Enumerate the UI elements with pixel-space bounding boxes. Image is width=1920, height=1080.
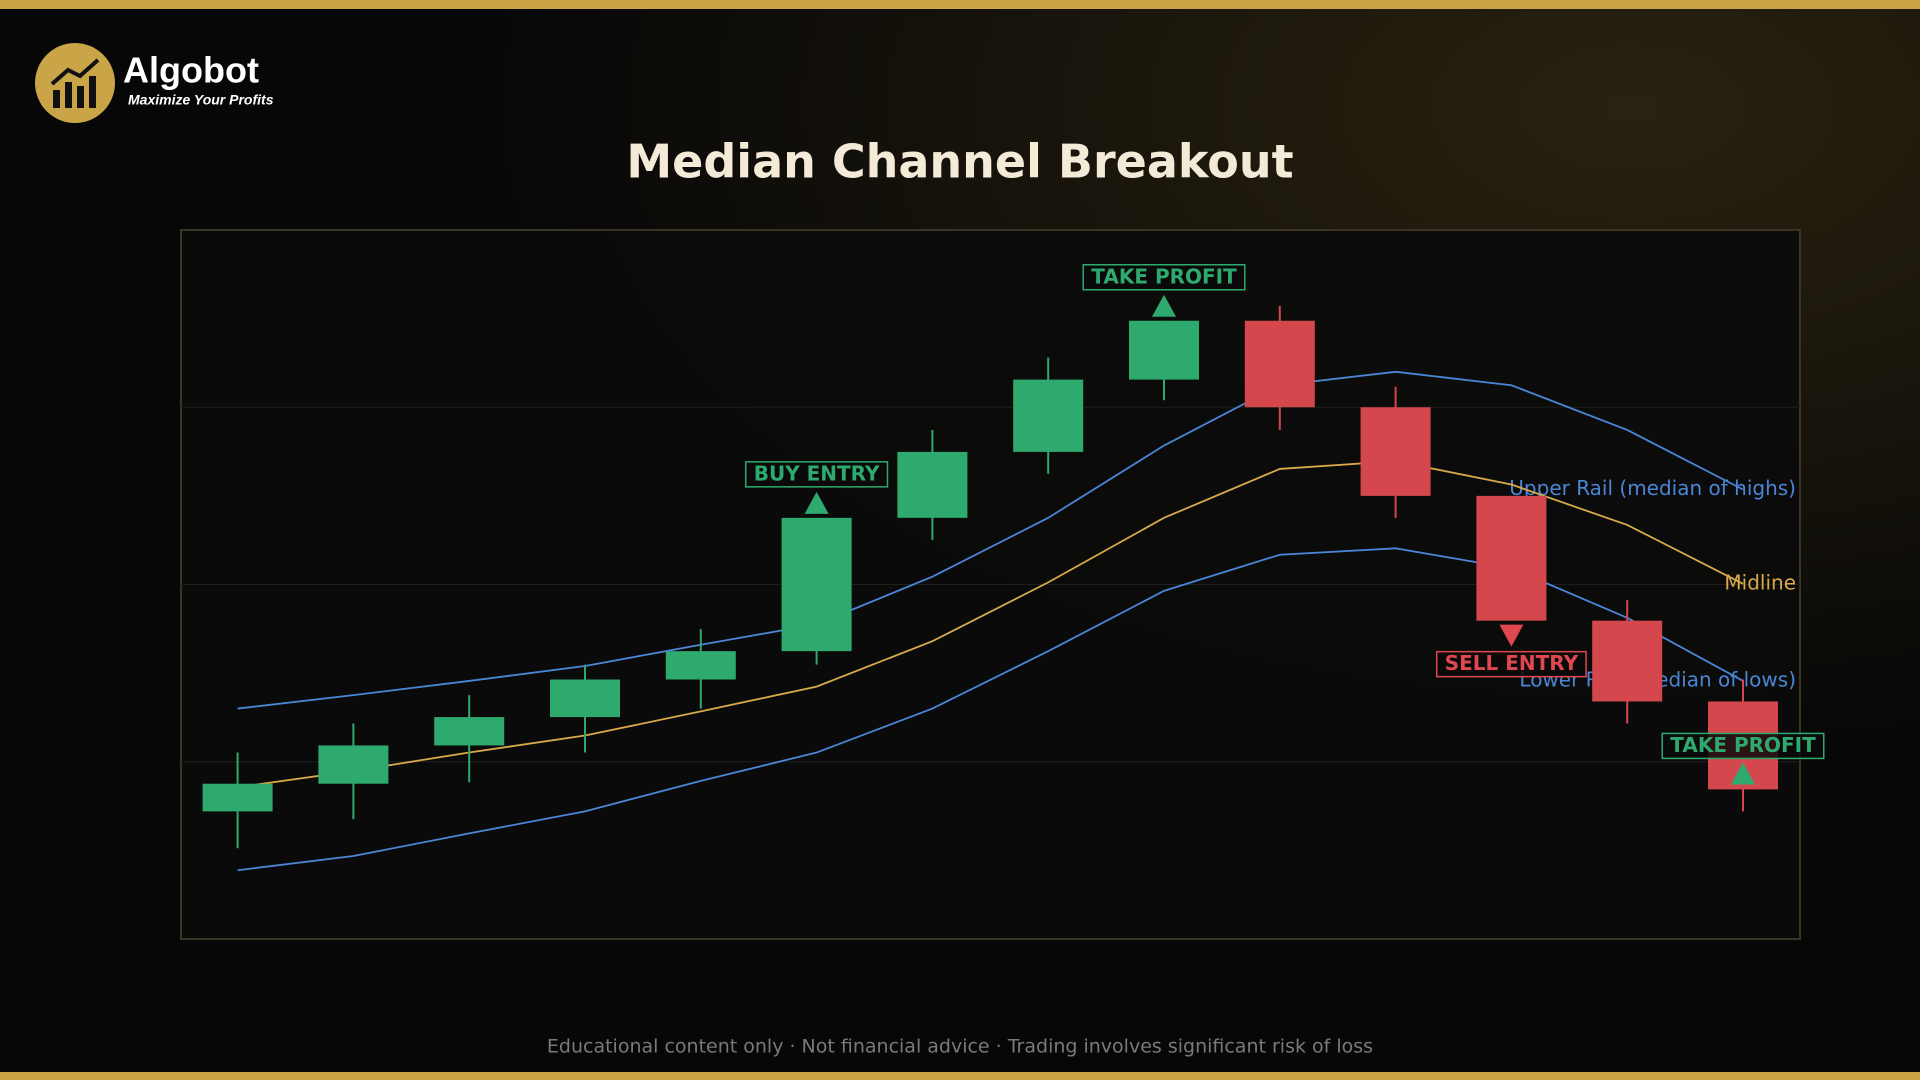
candle-body <box>202 783 273 812</box>
candle-body <box>665 651 736 680</box>
logo-badge <box>35 43 115 123</box>
top-bar <box>0 0 1920 9</box>
logo-icon <box>53 90 60 108</box>
line-label: Upper Rail (median of highs) <box>1509 476 1796 500</box>
logo-icon <box>65 82 72 108</box>
candle-body <box>1129 320 1199 380</box>
channel-line <box>237 460 1744 789</box>
signal-label: TAKE PROFIT <box>1091 264 1237 288</box>
signal-box <box>1661 732 1825 760</box>
signal-label: SELL ENTRY <box>1445 651 1579 675</box>
signal-label: BUY ENTRY <box>754 461 880 485</box>
bottom-bar <box>0 1072 1920 1080</box>
line-label: Midline <box>1724 570 1796 594</box>
candle-body <box>1244 320 1315 408</box>
channel-line <box>237 370 1744 710</box>
tagline: Maximize Your Profits <box>128 92 274 108</box>
logo: Algobot Maximize Your Profits <box>35 43 274 123</box>
candle-body <box>550 679 620 718</box>
candle-body <box>1360 407 1431 496</box>
candle-body <box>781 517 852 652</box>
candle-body <box>1013 379 1084 452</box>
candle-body <box>1476 495 1547 621</box>
logo-icon <box>50 58 100 86</box>
logo-icon <box>89 76 96 108</box>
signal-label: TAKE PROFIT <box>1670 733 1816 757</box>
signal-arrow <box>1152 294 1176 317</box>
signal-box <box>744 461 889 488</box>
plot: Upper Rail (median of highs)MidlineLower… <box>181 264 1825 872</box>
candle-body <box>434 717 505 746</box>
signal-arrow <box>1499 624 1524 647</box>
footer: Educational content only · Not financial… <box>547 1036 1373 1058</box>
signal-box <box>1082 264 1246 291</box>
logo-icon <box>77 86 84 108</box>
signal-arrow <box>804 491 829 514</box>
chart-title: Median Channel Breakout <box>626 135 1293 189</box>
candle-body <box>897 451 968 518</box>
candle-body <box>1592 620 1663 702</box>
candle-body <box>318 745 389 784</box>
signal-box <box>1435 650 1587 678</box>
brand: Algobot <box>123 50 259 91</box>
signal-arrow <box>1731 762 1755 785</box>
